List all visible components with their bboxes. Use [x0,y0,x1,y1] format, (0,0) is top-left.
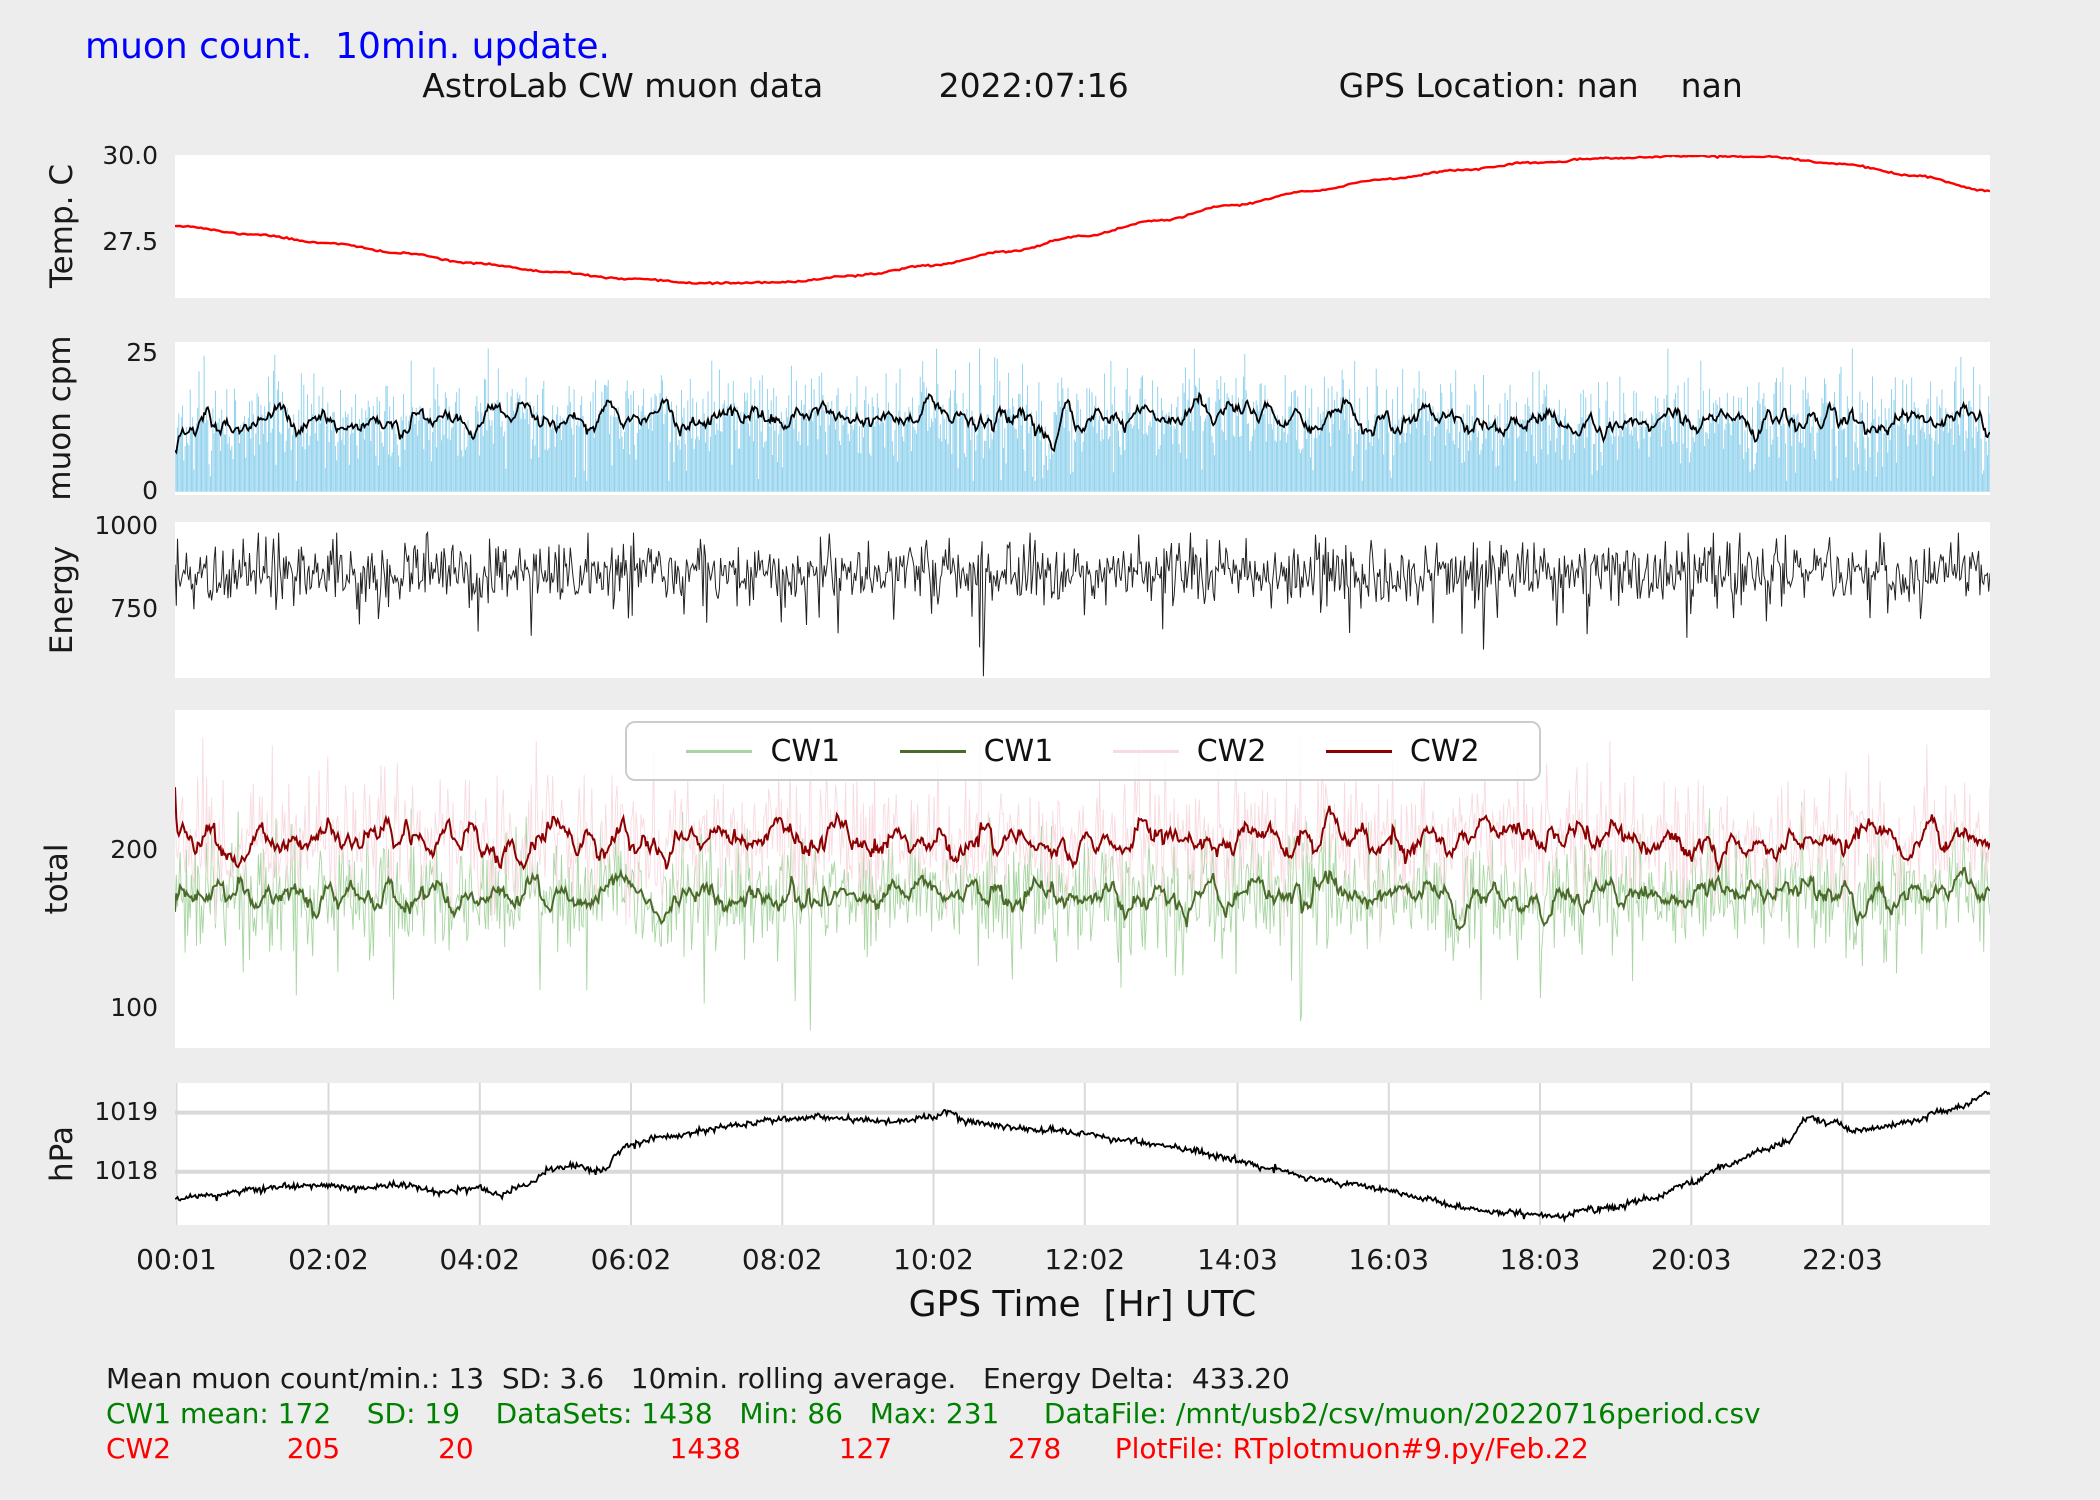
y-tick-label: 200 [110,834,158,864]
x-tick-label: 12:02 [1044,1243,1126,1276]
energy-plot [175,531,1990,677]
muon-cpm-plot [175,348,1990,492]
legend-label: CW1 [983,733,1054,769]
y-tick-label: 1000 [94,510,158,540]
muon-cpm-bars [175,348,1990,492]
total-plot [175,727,1990,1031]
x-tick-label: 14:03 [1197,1243,1278,1276]
energy-line [175,531,1990,677]
y-tick-label: 1018 [94,1155,158,1185]
panel-temperature [175,155,1990,298]
x-axis-label: GPS Time [Hr] UTC [908,1284,1257,1325]
pressure-plot [175,1083,1990,1225]
x-tick-label: 22:03 [1802,1243,1883,1276]
legend-swatch-line [686,749,753,753]
x-tick-label: 08:02 [741,1243,823,1276]
legend: CW1 CW1 CW2 CW2 [625,721,1541,781]
y-tick-label: 750 [110,593,158,623]
legend-entry-cw1-raw: CW1 [686,734,840,769]
panel-energy [175,522,1990,678]
x-tick-label: 16:03 [1348,1243,1430,1276]
x-tick-label: 00:01 [136,1243,217,1276]
y-tick-label: 0 [142,475,158,505]
legend-label: CW2 [1196,733,1267,769]
x-tick-label: 10:02 [893,1243,974,1276]
x-tick-label: 20:03 [1650,1243,1732,1276]
y-tick-label: 25 [126,338,158,368]
cw2-raw-series [175,727,1990,943]
legend-entry-cw2-10min-average: CW2 [1325,733,1480,769]
legend-swatch-line [899,749,966,753]
y-tick-label: 27.5 [102,226,158,256]
y-tick-label: 1019 [94,1096,158,1126]
figure-title: AstroLab CW muon data 2022:07:16 GPS Loc… [422,66,1743,105]
stats-line-cw1: CW1 mean: 172 SD: 19 DataSets: 1438 Min:… [106,1397,1761,1430]
temperature-line [175,155,1990,286]
legend-entry-cw1-10min-average: CW1 [899,733,1054,769]
x-tick-label: 02:02 [288,1243,369,1276]
cw2-rolling-average-line [175,787,1990,874]
panel-muon-cpm [175,342,1990,495]
pressure-line [175,1090,1990,1223]
stats-line-cw2: CW2 205 20 1438 127 278 PlotFile: RTplot… [106,1432,1589,1465]
temperature-plot [175,155,1990,286]
y-tick-label: 100 [110,992,158,1022]
legend-swatch-line [1325,749,1392,753]
x-tick-label: 18:03 [1499,1243,1581,1276]
legend-label: CW2 [1409,733,1480,769]
stats-line-mean: Mean muon count/min.: 13 SD: 3.6 10min. … [106,1362,1290,1395]
legend-entry-cw2-raw: CW2 [1112,733,1267,769]
y-tick-label: 30.0 [102,140,158,170]
muon-cpm-rolling-average-line [175,391,1990,455]
cw1-rolling-average-line [175,866,1990,931]
cw1-raw-series [175,801,1990,1031]
legend-label: CW1 [770,733,841,769]
panel-pressure [175,1083,1990,1225]
update-status-text: muon count. 10min. update. [85,26,610,67]
legend-swatch-line [1112,749,1179,753]
x-tick-label: 06:02 [590,1243,672,1276]
x-tick-label: 04:02 [439,1243,521,1276]
